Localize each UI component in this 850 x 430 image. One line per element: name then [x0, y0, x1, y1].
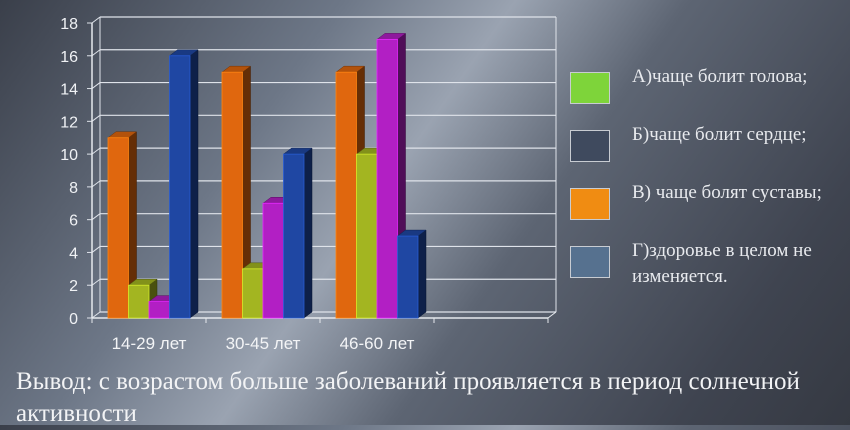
bar — [242, 268, 264, 319]
floor-edge — [547, 311, 557, 319]
legend: А)чаще болит голова; Б)чаще болит сердце… — [568, 64, 828, 296]
bar-side — [303, 147, 313, 319]
x-tick-label: 14-29 лет — [112, 334, 187, 353]
bar — [107, 137, 129, 319]
legend-swatch — [570, 72, 610, 104]
bar — [221, 71, 243, 319]
y-tick-label: 4 — [69, 245, 78, 262]
y-tick-label: 14 — [60, 82, 78, 99]
y-tick-label: 16 — [60, 49, 78, 66]
bar-side — [189, 49, 199, 319]
gridline-depth — [91, 16, 101, 24]
bar — [397, 235, 419, 319]
y-tick-label: 2 — [69, 278, 78, 295]
legend-label: Б)чаще болит сердце; — [632, 124, 807, 145]
legend-item: В) чаще болят суставы; — [568, 180, 828, 238]
bar — [283, 153, 305, 319]
y-tick-label: 0 — [69, 311, 78, 328]
gridline-depth — [91, 278, 101, 286]
legend-item: Б)чаще болит сердце; — [568, 122, 828, 180]
gridline-depth — [91, 311, 101, 319]
legend-item: А)чаще болит голова; — [568, 64, 828, 122]
gridline-depth — [91, 147, 101, 155]
x-tick-label: 30-45 лет — [226, 334, 301, 353]
y-tick-label: 18 — [60, 16, 78, 33]
bar — [148, 301, 170, 319]
gridline-depth — [91, 114, 101, 122]
conclusion-text: Вывод: с возрастом больше заболеваний пр… — [16, 368, 800, 427]
bar — [356, 153, 378, 319]
y-tick-label: 12 — [60, 114, 78, 131]
bar-side — [417, 229, 427, 319]
legend-item: Г)здоровье в целом не изменяется. — [568, 238, 828, 296]
bar — [169, 55, 191, 319]
bar — [335, 71, 357, 319]
legend-label: Г)здоровье в целом не изменяется. — [632, 240, 812, 287]
legend-swatch — [570, 188, 610, 220]
gridline-depth — [91, 82, 101, 89]
legend-swatch — [570, 246, 610, 278]
y-tick-label: 8 — [69, 180, 78, 197]
legend-swatch — [570, 130, 610, 162]
bar — [376, 38, 398, 319]
bar — [128, 284, 150, 319]
gridline-depth — [91, 246, 101, 253]
gridline-depth — [91, 180, 101, 188]
gridline-depth — [91, 49, 101, 57]
legend-label: В) чаще болят суставы; — [632, 182, 822, 203]
y-tick-label: 10 — [60, 147, 78, 164]
y-tick-label: 6 — [69, 213, 78, 230]
x-tick-label: 46-60 лет — [340, 334, 415, 353]
bar — [262, 202, 284, 319]
gridline-depth — [91, 213, 101, 221]
legend-label: А)чаще болит голова; — [632, 66, 808, 87]
